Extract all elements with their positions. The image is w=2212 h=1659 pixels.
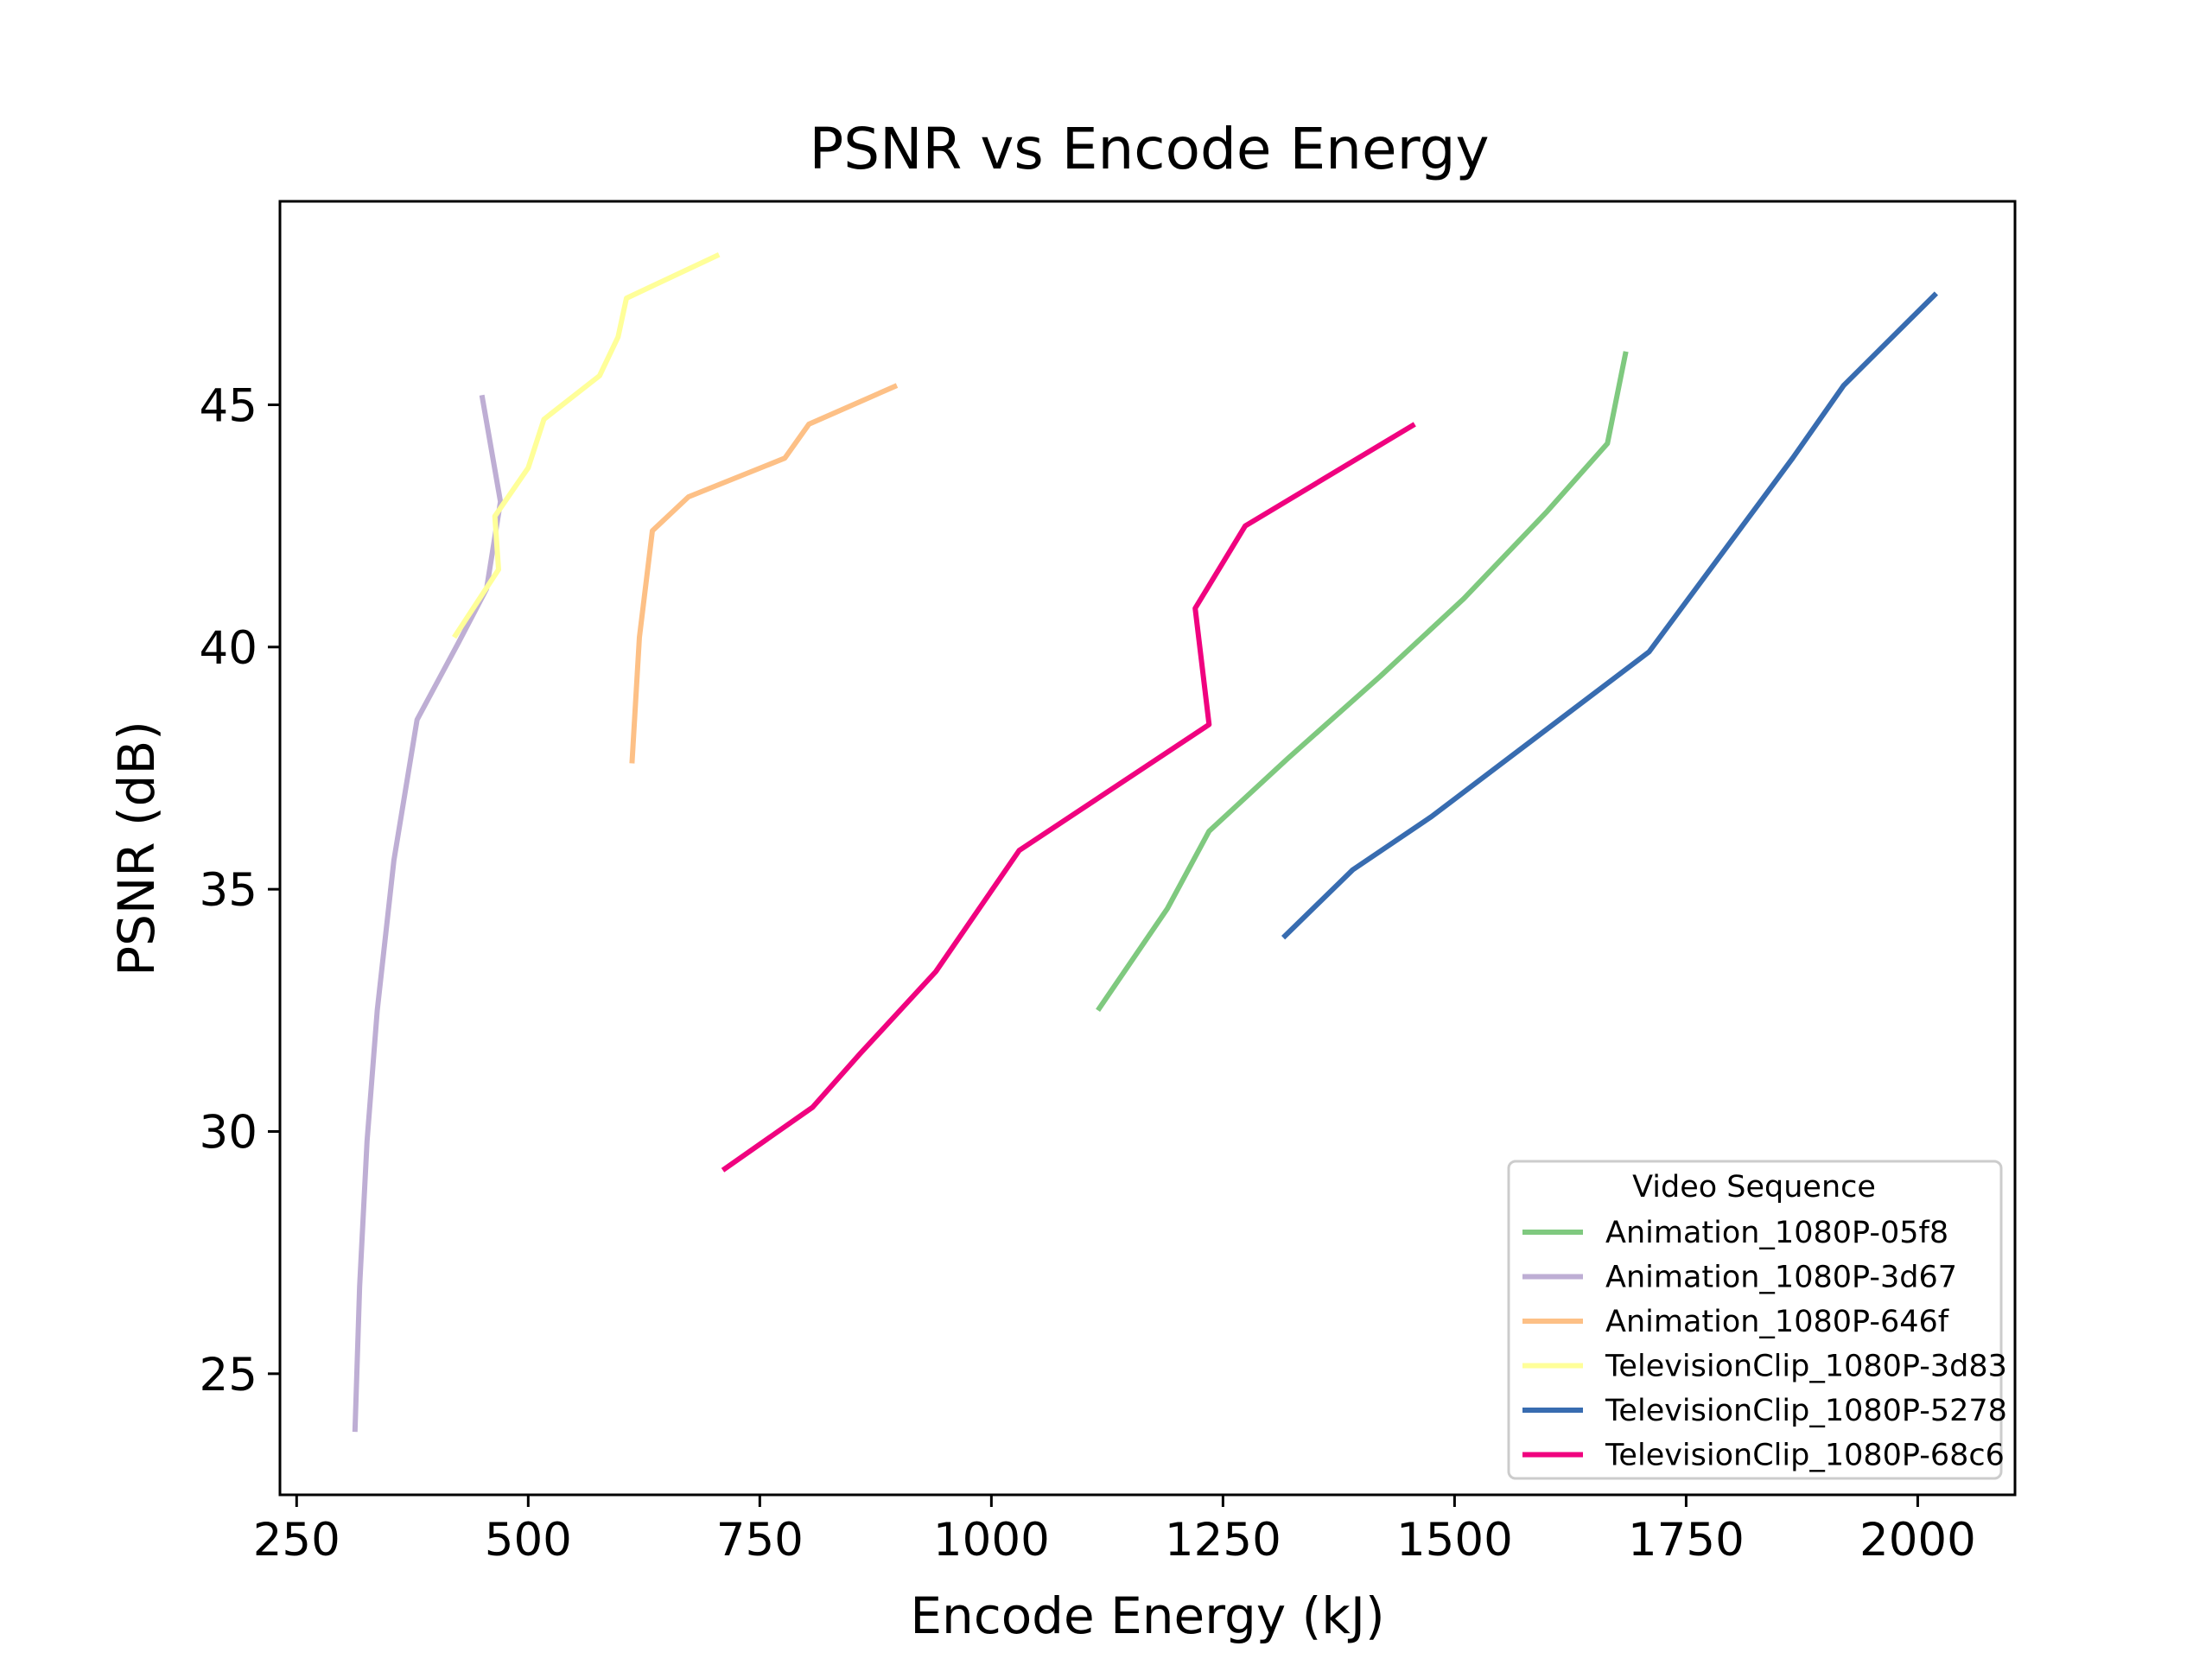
legend-label-5: TelevisionClip_1080P-5278 [1605, 1394, 2007, 1428]
y-tick-label: 45 [200, 379, 257, 432]
series-layer [352, 251, 1939, 1433]
series-line-3 [629, 383, 899, 764]
x-axis-ticks: 250 500 750 1000 1250 1500 1750 2000 [253, 1495, 1976, 1567]
chart-title: PSNR vs Encode Energy [809, 116, 1489, 182]
y-tick-label: 25 [200, 1349, 257, 1402]
series-line-1 [1096, 351, 1629, 1012]
legend-title: Video Sequence [1632, 1170, 1876, 1205]
legend-label-3: Animation_1080P-646f [1605, 1305, 1949, 1339]
y-tick-label: 40 [200, 622, 257, 675]
series-line-4 [452, 251, 721, 639]
x-tick-label: 500 [485, 1514, 572, 1567]
x-tick-label: 250 [253, 1514, 340, 1567]
legend-label-6: TelevisionClip_1080P-68c6 [1605, 1439, 2005, 1473]
legend-label-1: Animation_1080P-05f8 [1605, 1216, 1948, 1250]
series-line-2 [352, 394, 504, 1433]
legend: Video Sequence Animation_1080P-05f8Anima… [1507, 1160, 2007, 1480]
x-tick-label: 1500 [1396, 1514, 1513, 1567]
series-line-5 [1281, 291, 1939, 940]
legend-label-4: TelevisionClip_1080P-3d83 [1605, 1350, 2007, 1384]
x-tick-label: 750 [716, 1514, 804, 1567]
y-tick-label: 35 [200, 864, 257, 917]
series-line-6 [721, 422, 1416, 1173]
x-axis-title: Encode Energy (kJ) [910, 1586, 1384, 1645]
y-axis-ticks: 25 30 35 40 45 [200, 379, 280, 1402]
plot-frame [278, 200, 2017, 1497]
legend-label-2: Animation_1080P-3d67 [1605, 1261, 1957, 1295]
x-tick-label: 1000 [933, 1514, 1050, 1567]
x-tick-label: 1750 [1628, 1514, 1745, 1567]
y-tick-label: 30 [200, 1106, 257, 1159]
y-axis-title: PSNR (dB) [107, 721, 166, 976]
x-tick-label: 2000 [1859, 1514, 1976, 1567]
legend-entries: Animation_1080P-05f8 Animation_1080P-3d67… [1522, 1216, 2007, 1473]
legend-box [1507, 1160, 2003, 1480]
x-tick-label: 1250 [1165, 1514, 1281, 1567]
